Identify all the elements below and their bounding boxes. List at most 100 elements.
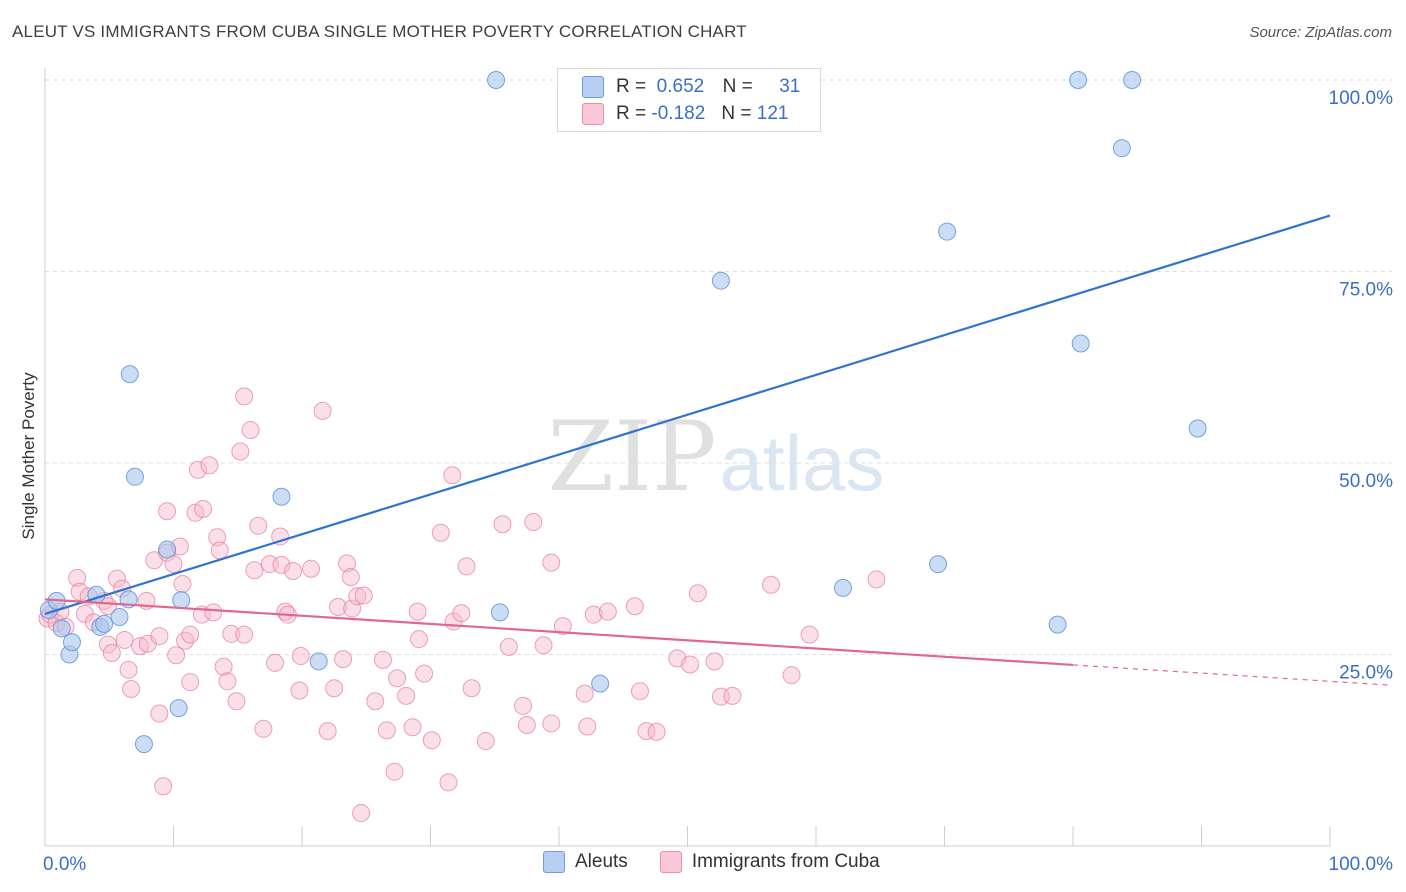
cuba-point <box>68 568 87 587</box>
cuba-point <box>578 717 597 736</box>
cuba-point <box>517 715 536 734</box>
aleut-point <box>110 607 129 626</box>
cuba-point <box>266 653 285 672</box>
aleut-point <box>929 555 948 574</box>
cuba-point <box>181 625 200 644</box>
cuba-point <box>457 557 476 576</box>
cuba-point <box>167 646 186 665</box>
cuba-point <box>377 721 396 740</box>
cuba-point <box>119 660 138 679</box>
aleut-point <box>1112 139 1131 158</box>
cuba-point <box>499 637 518 656</box>
cuba-point <box>534 636 553 655</box>
cuba-point <box>385 762 404 781</box>
cuba-point <box>245 561 264 580</box>
aleut-point <box>309 652 328 671</box>
aleut-point <box>158 540 177 559</box>
stats-legend: R = 0.652 N = 31 R = -0.182 N = 121 <box>557 68 821 132</box>
legend-label-aleuts: Aleuts <box>575 851 628 872</box>
cuba-point <box>366 692 385 711</box>
cuba-point <box>210 541 229 560</box>
cuba-point <box>173 575 192 594</box>
r-label: R = <box>616 103 647 124</box>
aleut-point <box>490 603 509 622</box>
cuba-point <box>388 669 407 688</box>
cuba-point <box>150 704 169 723</box>
cuba-point <box>98 635 117 654</box>
cuba-point <box>272 555 291 574</box>
axes <box>44 68 1331 847</box>
cuba-point <box>514 696 533 715</box>
aleut-point <box>711 271 730 290</box>
stats-row-aleuts: R = 0.652 N = 31 <box>582 74 800 100</box>
aleut-point <box>172 591 191 610</box>
n-label: N = <box>721 103 752 124</box>
tick-labels: 25.0% 50.0% 75.0% 100.0% 0.0% 100.0% <box>43 88 1393 875</box>
cuba-point <box>542 714 561 733</box>
cuba-point <box>158 502 177 521</box>
cuba-point <box>452 604 471 623</box>
cuba-point <box>341 568 360 587</box>
trendlines <box>44 214 1391 686</box>
aleut-point <box>1188 419 1207 438</box>
cuba-point <box>222 624 241 643</box>
aleut-point <box>125 467 144 486</box>
cuba-point <box>214 657 233 676</box>
cuba-point <box>409 630 428 649</box>
watermark-zip: ZIP <box>547 401 716 513</box>
y-tick-label: 25.0% <box>1339 663 1393 684</box>
cuba-point <box>348 587 367 606</box>
cuba-point <box>290 681 309 700</box>
aleuts-legend-swatch <box>543 851 565 873</box>
cuba-point <box>352 804 371 823</box>
grid-lines <box>45 79 1392 655</box>
cuba-point <box>647 722 666 741</box>
aleut-point <box>833 578 852 597</box>
cuba-point <box>181 673 200 692</box>
source-label: Source: ZipAtlas.com <box>1249 24 1392 41</box>
y-axis-label: Single Mother Poverty <box>19 372 38 540</box>
cuba-point <box>150 627 169 646</box>
cuba-point <box>476 732 495 751</box>
cuba-point <box>598 602 617 621</box>
cuba-point <box>403 718 422 737</box>
cuba-point <box>354 586 373 605</box>
cuba-point <box>688 584 707 603</box>
legend-item-cuba[interactable]: Immigrants from Cuba <box>659 851 880 873</box>
y-tick-label: 75.0% <box>1339 280 1393 301</box>
cuba-point <box>122 679 141 698</box>
cuba-point <box>254 719 273 738</box>
cuba-point <box>301 559 320 578</box>
cuba-point <box>334 650 353 669</box>
aleut-point <box>1069 71 1088 89</box>
series-aleuts <box>39 71 1207 754</box>
cuba-point <box>102 643 121 662</box>
n-label: N = <box>722 76 753 97</box>
x-tick-label: 0.0% <box>43 854 86 875</box>
aleut-point <box>120 365 139 384</box>
y-tick-label: 100.0% <box>1329 88 1394 109</box>
cuba-point <box>204 603 223 622</box>
aleut-point <box>62 633 81 652</box>
cuba-point <box>630 682 649 701</box>
cuba-point <box>325 679 344 698</box>
cuba-point <box>188 460 207 479</box>
cuba-point <box>200 456 219 475</box>
r-label: R = <box>616 76 647 97</box>
cuba-point <box>524 512 543 531</box>
cuba-point <box>194 499 213 518</box>
aleut-point <box>95 614 114 633</box>
legend-item-aleuts[interactable]: Aleuts <box>543 851 628 873</box>
cuba-point <box>397 686 416 705</box>
cuba-point <box>176 631 195 650</box>
cuba-point <box>249 516 268 535</box>
cuba-point <box>328 598 347 617</box>
cuba-point <box>408 602 427 621</box>
aleut-point <box>591 674 610 693</box>
aleut-point <box>272 487 291 506</box>
n-value: 121 <box>756 103 789 124</box>
stats-row-cuba: R = -0.182 N = 121 <box>582 101 788 127</box>
n-value: 31 <box>779 76 801 97</box>
cuba-legend-swatch <box>659 851 682 873</box>
